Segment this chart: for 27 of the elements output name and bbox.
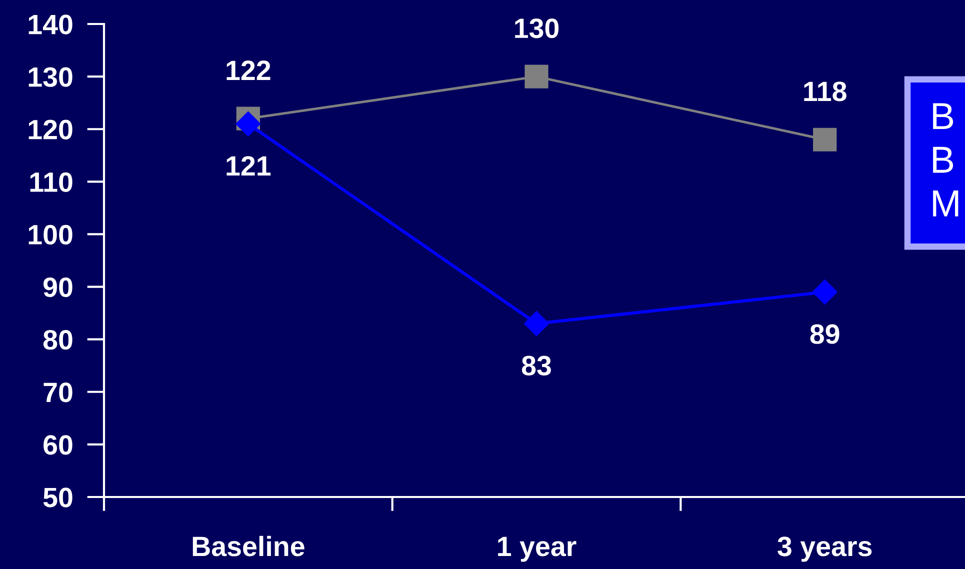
point [236,111,261,136]
y-tick-label: 120 [28,120,72,140]
y-tick-label: 130 [28,67,72,87]
point [812,280,838,305]
x-tick-label: 1 year [498,536,576,562]
y-tick-label: 70 [44,382,72,402]
y-tick-label: 90 [44,277,72,298]
x-tick-label: Baseline [192,536,304,556]
y-tick-label: 100 [28,224,72,245]
data-label: 122 [226,60,270,80]
data-label: 130 [515,18,559,38]
y-tick-label: 80 [43,330,72,350]
x-tick-label: 3 years [778,536,872,562]
data-label: 89 [810,324,840,344]
data-label: 83 [522,356,551,376]
data-label: 118 [804,82,846,102]
y-tick-label: 110 [30,172,72,192]
y-tick-label: 60 [44,435,72,455]
point [813,128,837,152]
y-tick-label: 140 [28,14,72,34]
annotation: B [933,146,954,173]
point [524,64,548,88]
data-label: 121 [226,156,271,176]
annotation: B [933,103,954,130]
point [524,311,549,336]
y-tick-label: 50 [43,488,72,508]
annotation: M [933,190,958,216]
